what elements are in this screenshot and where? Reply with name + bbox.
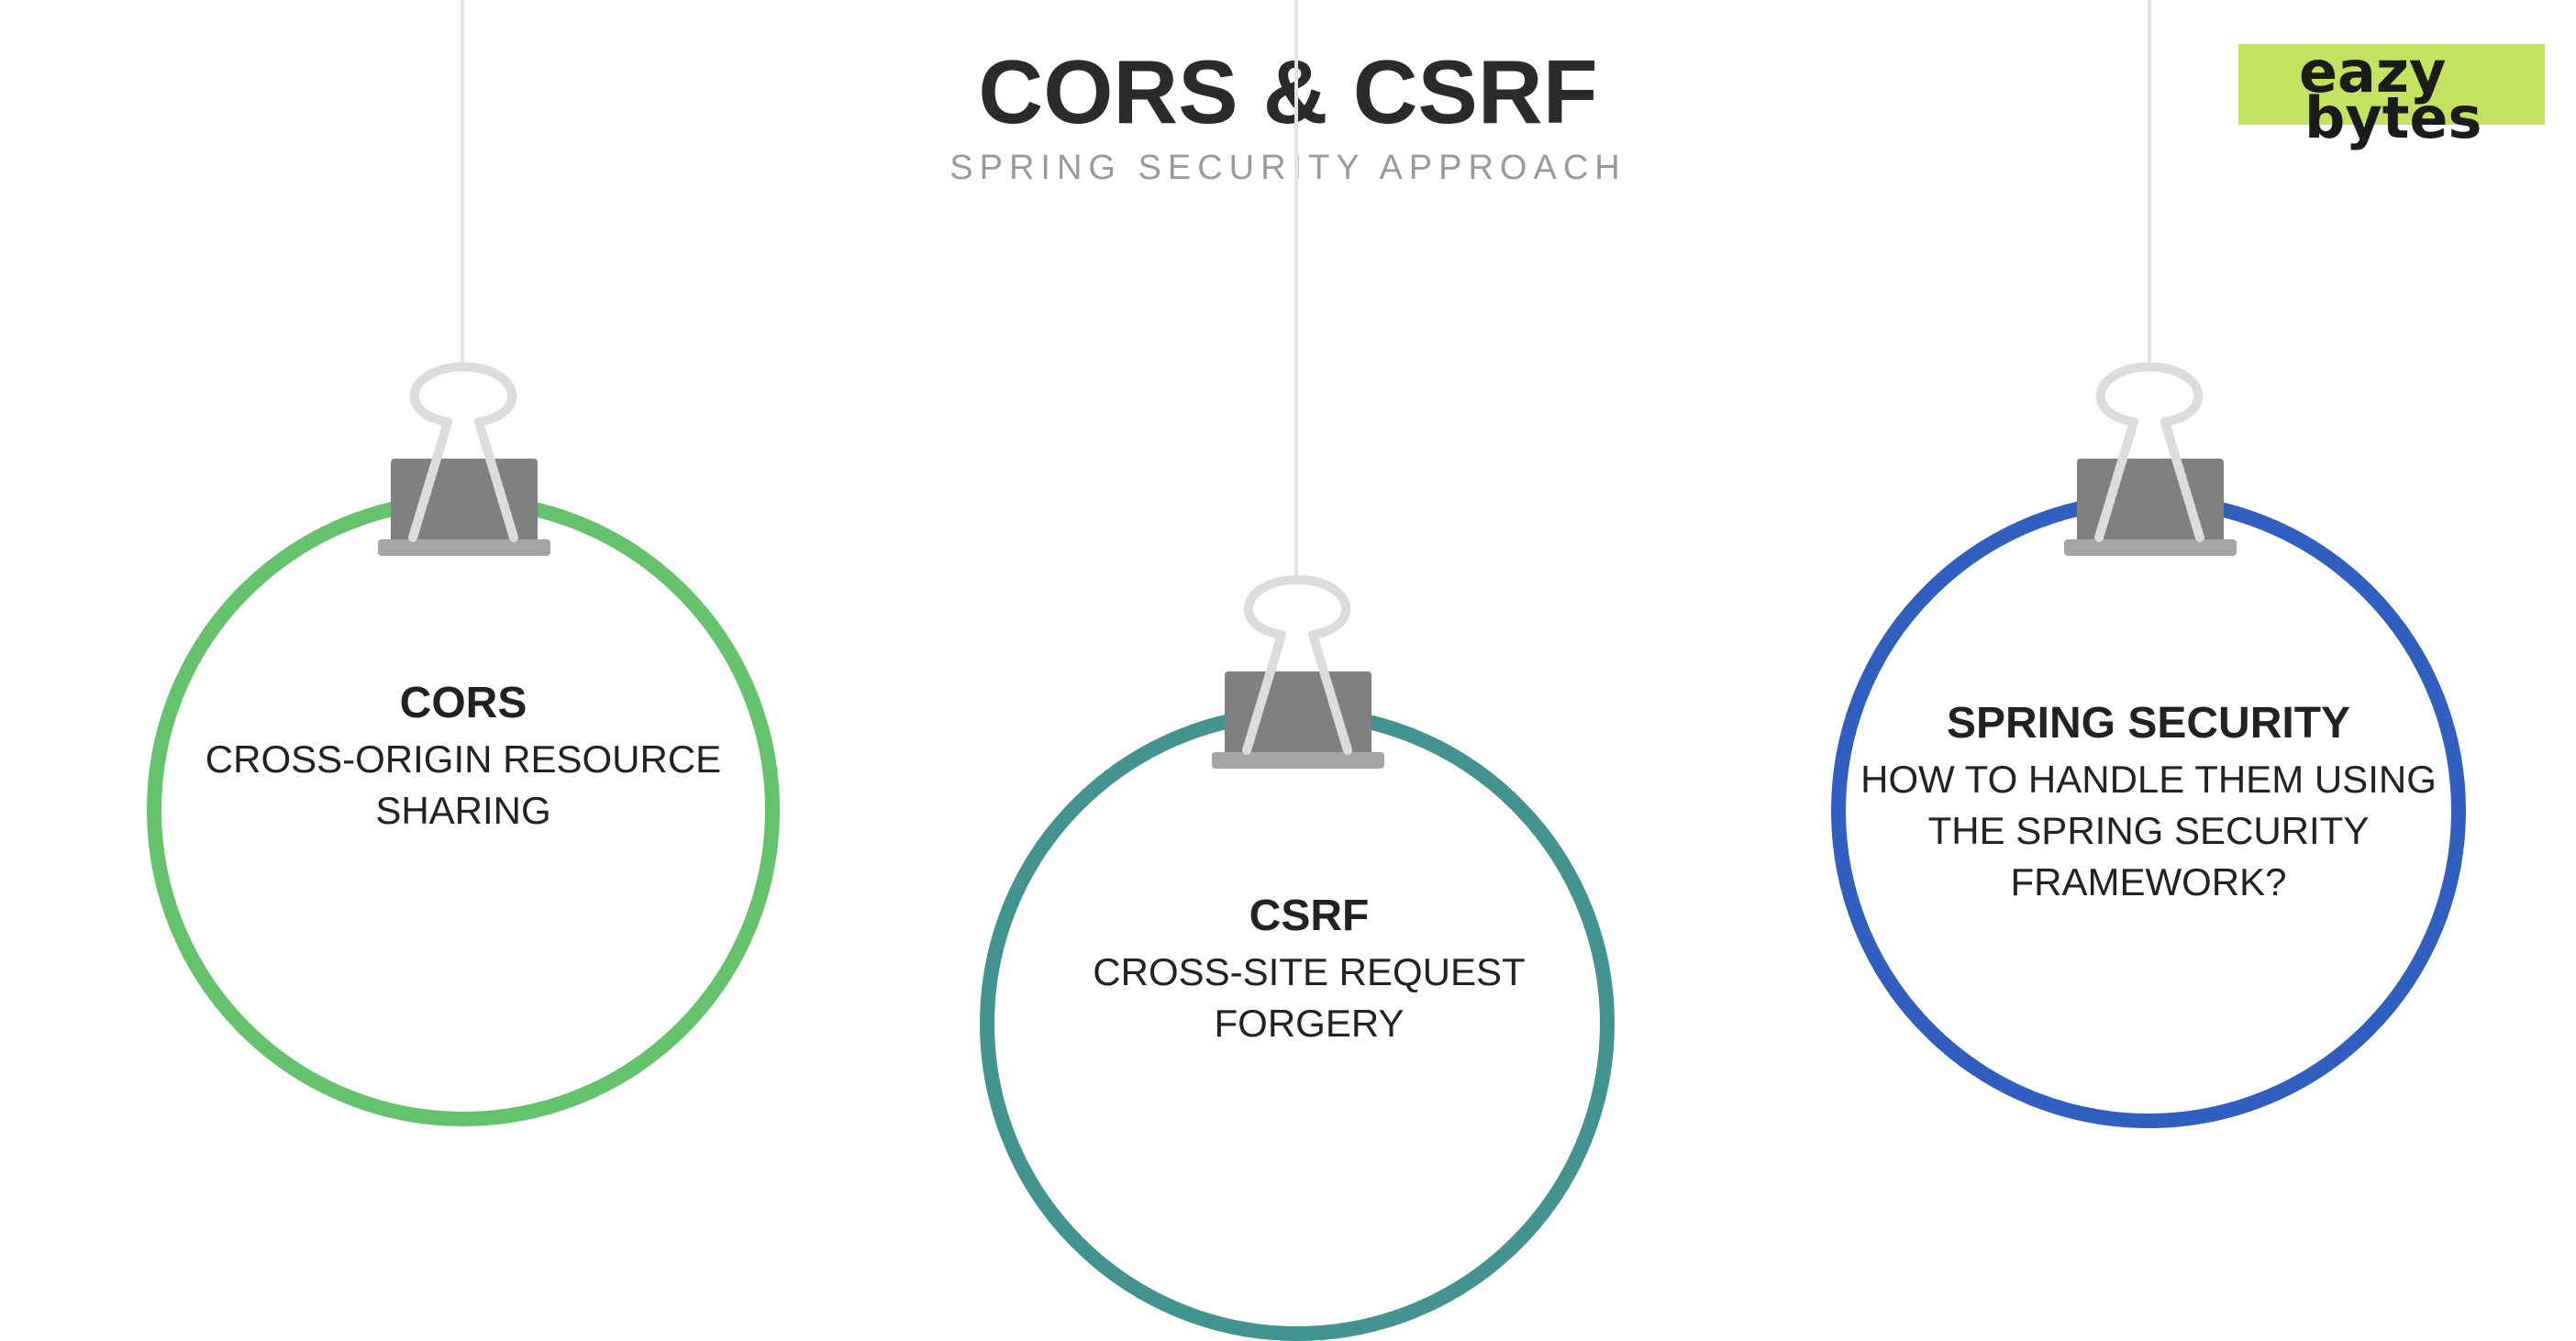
eazybytes-logo: eazy bytes — [2238, 39, 2545, 147]
slide-title: CORS & CSRF — [978, 41, 1598, 142]
hanging-string-spring-security — [2148, 0, 2151, 367]
ornament-cors-heading: CORS — [399, 679, 527, 727]
ornament-csrf-description: CROSS-SITE REQUEST FORGERY — [1093, 950, 1526, 1045]
binder-clip-icon — [1212, 575, 1384, 769]
hanging-string-csrf — [1294, 0, 1298, 580]
slide-subtitle: SPRING SECURITY APPROACH — [949, 149, 1627, 187]
ornament-spring-security-description: HOW TO HANDLE THEM USING THE SPRING SECU… — [1860, 758, 2437, 903]
ornament-cors-text: CORS CROSS-ORIGIN RESOURCE SHARING — [156, 677, 771, 837]
ornament-spring-security-heading: SPRING SECURITY — [1946, 699, 2351, 748]
ornament-spring-security-text: SPRING SECURITY HOW TO HANDLE THEM USING… — [1840, 697, 2457, 908]
binder-clip-icon — [378, 362, 550, 556]
binder-clip-icon — [2064, 362, 2237, 556]
ornament-csrf-text: CSRF CROSS-SITE REQUEST FORGERY — [1002, 890, 1616, 1049]
ornament-cors-description: CROSS-ORIGIN RESOURCE SHARING — [205, 737, 722, 832]
logo-text-line2: bytes — [2304, 84, 2482, 151]
ornament-csrf-heading: CSRF — [1249, 892, 1370, 940]
logo-text-line1: eazy — [2299, 39, 2447, 105]
hanging-string-cors — [461, 0, 464, 367]
